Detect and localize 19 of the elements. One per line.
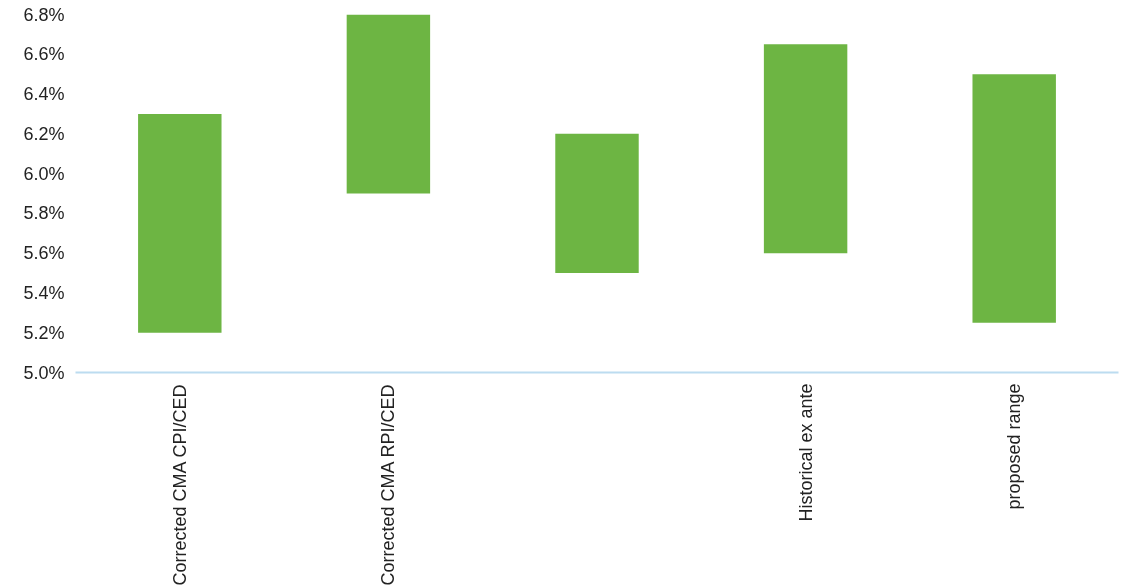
x-tick-label: Historical ex ante (795, 383, 816, 522)
bar (763, 44, 848, 254)
x-tick-label: proposed range (1004, 383, 1025, 510)
y-tick-label: 6.2% (23, 123, 65, 144)
y-tick-label: 6.0% (23, 163, 65, 184)
x-tick-label: Corrected CMA CPI/CED (169, 384, 190, 586)
y-tick-label: 5.4% (23, 282, 65, 303)
y-tick-label: 5.6% (23, 243, 65, 264)
bar (138, 113, 222, 333)
x-tick-label: Corrected CMA RPI/CED (378, 384, 399, 586)
bar (555, 133, 639, 274)
y-tick-label: 5.0% (23, 362, 65, 383)
y-tick-label: 5.2% (23, 322, 65, 343)
bar (346, 14, 431, 194)
y-tick-label: 6.4% (23, 84, 65, 105)
y-tick-label: 6.6% (23, 44, 65, 65)
bar (972, 74, 1056, 323)
y-tick-label: 5.8% (23, 203, 65, 224)
y-tick-label: 6.8% (23, 4, 65, 25)
